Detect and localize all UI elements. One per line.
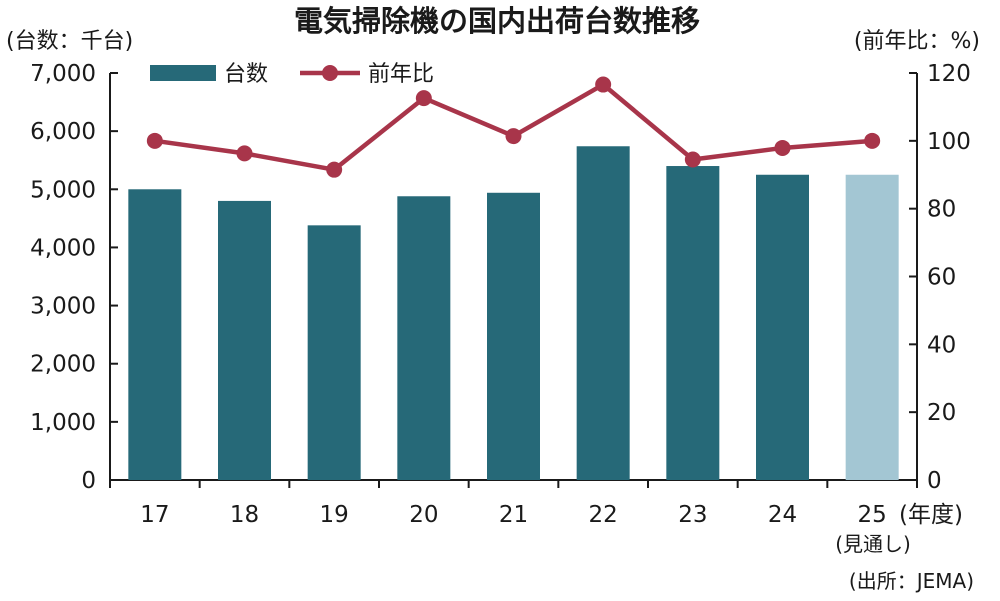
source-note: (出所：JEMA)	[849, 569, 974, 593]
left-y-tick-label: 7,000	[30, 61, 96, 87]
bar-projection	[845, 174, 899, 480]
bar-series-group	[128, 146, 899, 481]
x-tick-label: 17	[140, 502, 169, 528]
line-series-group	[146, 76, 881, 178]
x-tick-label: 21	[499, 502, 528, 528]
x-tick-label: 19	[320, 502, 349, 528]
left-y-tick-label: 4,000	[30, 235, 96, 261]
line-point	[415, 90, 432, 107]
x-tick-label: 18	[230, 502, 259, 528]
legend-line-label: 前年比	[368, 62, 434, 87]
left-y-tick-label: 0	[81, 468, 96, 494]
projection-note: (見通し)	[835, 532, 911, 556]
right-y-tick-label: 60	[927, 265, 956, 291]
left-y-tick-label: 2,000	[30, 352, 96, 378]
line-point	[595, 76, 612, 93]
line-point	[146, 132, 163, 149]
line-point	[236, 145, 253, 162]
bar	[487, 192, 540, 480]
x-tick-label: 20	[409, 502, 438, 528]
line-point	[684, 151, 701, 168]
left-axis-unit: (台数：千台)	[6, 29, 133, 54]
x-tick-label: 25	[858, 502, 887, 528]
line-point	[774, 139, 791, 156]
legend-bar-swatch	[150, 65, 216, 81]
right-y-tick-label: 100	[927, 129, 971, 155]
line-point	[864, 132, 881, 149]
legend-bar-label: 台数	[224, 62, 268, 87]
bar	[666, 166, 720, 480]
left-y-tick-label: 6,000	[30, 119, 96, 145]
right-y-tick-label: 40	[927, 332, 956, 358]
left-y-tick-label: 5,000	[30, 177, 96, 203]
right-y-tick-label: 120	[927, 61, 971, 87]
left-y-tick-label: 1,000	[30, 410, 96, 436]
bar	[218, 200, 271, 480]
bar	[756, 174, 809, 480]
right-axis-unit: (前年比：%)	[854, 29, 980, 54]
bar	[128, 189, 182, 481]
bar	[307, 225, 361, 480]
bar	[397, 196, 451, 480]
axes-group: 0 1,000 2,000 3,000 4,000 5,000 6,000 7,000 0 20 4…	[30, 61, 971, 528]
right-y-tick-label: 20	[927, 400, 956, 426]
right-y-tick-label: 0	[927, 468, 942, 494]
bar	[576, 146, 630, 480]
legend: 台数 前年比	[150, 62, 434, 87]
x-tick-label: 24	[768, 502, 797, 528]
line-point	[326, 161, 343, 178]
right-y-tick-label: 80	[927, 197, 956, 223]
left-y-tick-label: 3,000	[30, 294, 96, 320]
x-tick-label: 22	[589, 502, 618, 528]
line-point	[505, 128, 522, 145]
legend-line-marker	[322, 65, 338, 81]
line-series-path	[154, 82, 873, 172]
x-tick-label: 23	[678, 502, 707, 528]
chart-title: 電気掃除機の国内出荷台数推移	[294, 4, 700, 38]
x-axis-unit: (年度)	[899, 502, 963, 528]
